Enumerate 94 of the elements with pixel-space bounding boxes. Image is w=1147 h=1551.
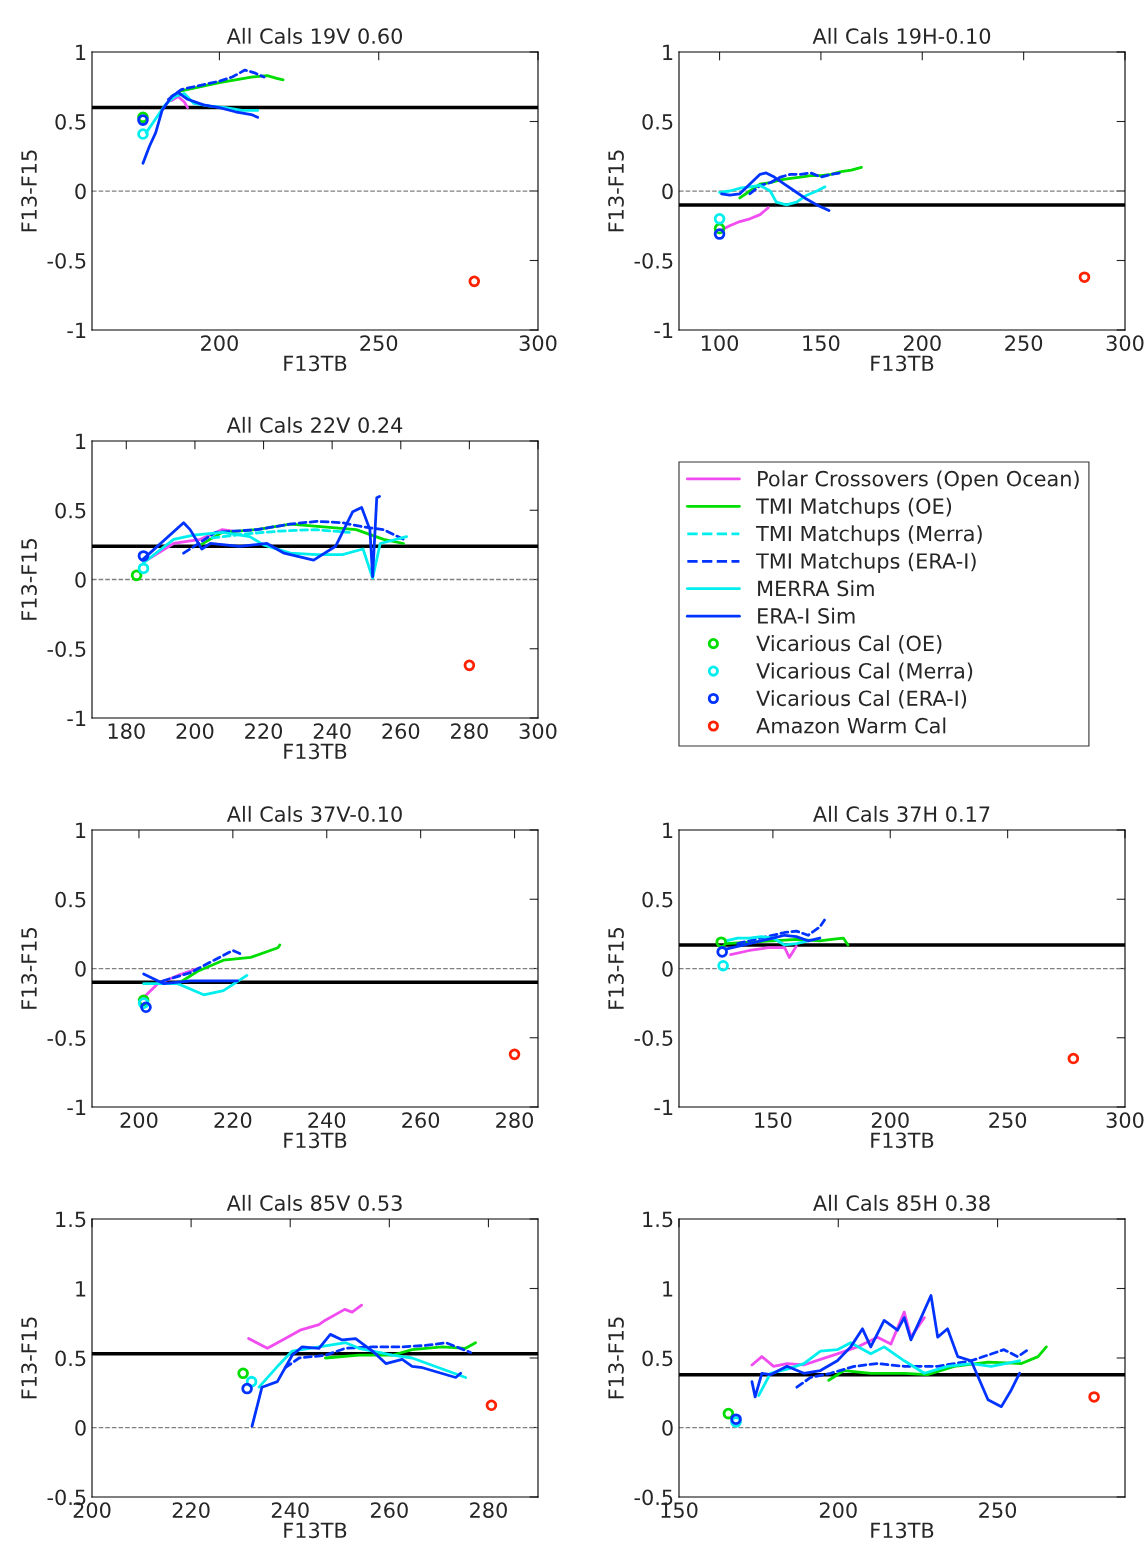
legend-label: MERRA Sim (758, 580, 874, 597)
x-tick-label: 280 (470, 1502, 507, 1518)
x-tick-label: 250 (989, 1112, 1027, 1128)
legend-label: TMI Matchups (OE) (756, 497, 952, 518)
y-tick-label: 0 (75, 960, 86, 977)
legend-label: Vicarious Cal (ERA-I) (756, 690, 967, 709)
y-tick-label: 1 (663, 822, 673, 838)
x-tick-label: 260 (402, 1112, 440, 1128)
x-tick-label: 240 (308, 1112, 346, 1128)
y-tick-label: 1 (663, 44, 673, 60)
y-tick-label: 1 (76, 1281, 86, 1297)
y-tick-label: 0.5 (642, 113, 673, 130)
x-tick-label: 240 (271, 1502, 309, 1518)
y-tick-label: 1 (76, 822, 86, 838)
y-tick-label: -0.5 (47, 641, 86, 657)
y-tick-label: 1.5 (643, 1211, 673, 1228)
x-axis-title: F13TB (284, 743, 347, 760)
x-tick-label: 280 (451, 723, 488, 739)
chart-title: All Cals 85V 0.53 (226, 1194, 402, 1211)
y-tick-label: 0 (75, 183, 86, 200)
y-tick-label: 0.5 (55, 502, 86, 519)
x-axis-title: F13TB (284, 1522, 347, 1539)
x-tick-label: 200 (871, 1112, 909, 1128)
chart-title: All Cals 22V 0.24 (226, 416, 403, 433)
legend-label: Polar Crossovers (Open Ocean) (758, 470, 1079, 491)
x-axis-title: F13TB (284, 355, 347, 372)
y-tick-label: -1 (654, 1099, 673, 1115)
y-tick-label: -0.5 (634, 1030, 673, 1046)
y-tick-label: -0.5 (47, 252, 86, 269)
x-tick-label: 150 (755, 1112, 792, 1128)
legend-label: ERA-I Sim (758, 607, 855, 624)
y-axis-title: F13-F15 (608, 150, 624, 232)
chart-title: All Cals 19H-0.10 (812, 27, 991, 44)
y-tick-label: 0 (75, 571, 86, 588)
y-tick-label: 1 (663, 1281, 673, 1297)
x-tick-label: 240 (313, 723, 351, 739)
x-tick-label: 280 (496, 1112, 534, 1128)
x-tick-label: 200 (903, 335, 941, 351)
y-tick-label: 0 (75, 1419, 86, 1436)
y-tick-label: 0 (662, 960, 673, 977)
x-tick-label: 180 (108, 723, 145, 739)
y-tick-label: 0.5 (642, 891, 673, 908)
x-tick-label: 300 (519, 335, 557, 351)
y-tick-label: -1 (67, 1099, 86, 1115)
y-axis-title: F13-F15 (21, 150, 37, 232)
y-axis-title: F13-F15 (21, 928, 37, 1009)
y-axis-title: F13-F15 (608, 1317, 624, 1399)
y-tick-label: 1.5 (56, 1211, 86, 1228)
y-tick-label: 0.5 (55, 1350, 86, 1367)
y-tick-label: -0.5 (634, 252, 673, 269)
x-tick-label: 220 (245, 723, 283, 739)
y-tick-label: 0 (662, 183, 673, 200)
x-tick-label: 300 (519, 723, 557, 739)
y-axis-title: F13-F15 (21, 539, 37, 620)
legend-label: Vicarious Cal (Merra) (756, 662, 973, 682)
x-axis-title: F13TB (284, 1132, 347, 1149)
chart-title: All Cals 37V-0.10 (226, 805, 402, 822)
y-tick-label: -0.5 (47, 1030, 86, 1046)
x-tick-label: 220 (214, 1112, 252, 1128)
chart-title: All Cals 37H 0.17 (813, 805, 990, 822)
x-tick-label: 260 (382, 723, 420, 739)
y-tick-label: 1 (76, 433, 86, 449)
y-tick-label: 1 (76, 44, 86, 60)
chart-title: All Cals 85H 0.38 (813, 1194, 990, 1211)
chart-title: All Cals 19V 0.60 (226, 27, 403, 44)
y-axis-title: F13-F15 (608, 928, 624, 1009)
x-axis-title: F13TB (871, 1522, 934, 1539)
x-tick-label: 150 (803, 335, 840, 351)
legend-label: Vicarious Cal (OE) (756, 635, 942, 654)
x-tick-label: 250 (979, 1502, 1017, 1518)
x-tick-label: 200 (120, 1112, 158, 1128)
y-tick-label: -1 (654, 322, 673, 338)
y-axis-title: F13-F15 (21, 1317, 37, 1399)
y-tick-label: 0 (662, 1419, 673, 1436)
x-tick-label: 200 (176, 723, 214, 739)
x-tick-label: 250 (360, 335, 398, 351)
x-tick-label: 300 (1106, 335, 1144, 351)
y-tick-label: -1 (67, 322, 86, 338)
y-tick-label: 0.5 (55, 891, 86, 908)
x-axis-title: F13TB (871, 355, 934, 372)
y-tick-label: -1 (67, 710, 86, 726)
x-tick-label: 260 (370, 1502, 408, 1518)
x-tick-label: 200 (819, 1502, 857, 1518)
x-tick-label: 220 (172, 1502, 210, 1518)
legend-label: TMI Matchups (Merra) (756, 525, 982, 546)
x-tick-label: 100 (701, 335, 739, 351)
x-tick-label: 300 (1106, 1112, 1144, 1128)
y-tick-label: 0.5 (642, 1350, 673, 1367)
x-axis-title: F13TB (871, 1132, 934, 1149)
legend-label: TMI Matchups (ERA-I) (756, 552, 976, 573)
x-tick-label: 200 (201, 335, 238, 351)
legend-label: Amazon Warm Cal (756, 717, 946, 734)
y-tick-label: 0.5 (55, 113, 86, 130)
x-tick-label: 250 (1005, 335, 1043, 351)
